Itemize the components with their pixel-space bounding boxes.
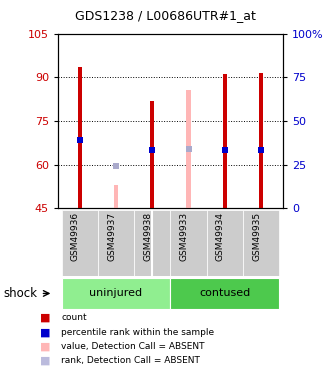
Text: ■: ■ (40, 327, 50, 337)
Bar (62, 210, 98, 276)
Text: GSM49934: GSM49934 (216, 212, 225, 261)
Text: ■: ■ (40, 356, 50, 366)
Bar (207, 210, 243, 276)
Bar (114, 185, 118, 208)
Text: value, Detection Call = ABSENT: value, Detection Call = ABSENT (61, 342, 205, 351)
Text: shock: shock (3, 287, 37, 300)
Text: uninjured: uninjured (89, 288, 143, 298)
Text: GSM49938: GSM49938 (143, 212, 152, 261)
Text: GSM49935: GSM49935 (252, 212, 261, 261)
Bar (134, 210, 170, 276)
Text: rank, Detection Call = ABSENT: rank, Detection Call = ABSENT (61, 356, 200, 365)
Text: ■: ■ (40, 342, 50, 351)
Bar (62, 278, 170, 309)
Text: contused: contused (199, 288, 251, 298)
Bar (186, 90, 191, 208)
Text: ■: ■ (40, 313, 50, 323)
Bar (98, 210, 134, 276)
Bar (77, 67, 82, 208)
Text: GSM49937: GSM49937 (107, 212, 116, 261)
Text: GSM49936: GSM49936 (71, 212, 80, 261)
Bar (259, 73, 263, 208)
Bar (243, 210, 279, 276)
Bar (223, 74, 227, 208)
Text: count: count (61, 314, 87, 322)
Text: percentile rank within the sample: percentile rank within the sample (61, 328, 214, 337)
Bar (170, 278, 279, 309)
Text: GDS1238 / L00686UTR#1_at: GDS1238 / L00686UTR#1_at (75, 9, 256, 22)
Bar (170, 210, 207, 276)
Text: GSM49933: GSM49933 (180, 212, 189, 261)
Bar (150, 100, 155, 208)
